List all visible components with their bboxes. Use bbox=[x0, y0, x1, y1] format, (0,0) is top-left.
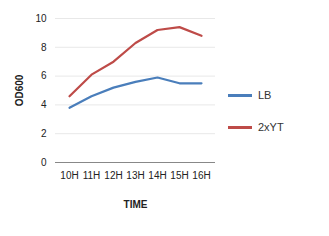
svg-text:2: 2 bbox=[41, 128, 47, 139]
svg-text:8: 8 bbox=[41, 42, 47, 53]
svg-text:TIME: TIME bbox=[124, 199, 148, 210]
svg-text:15H: 15H bbox=[170, 170, 188, 181]
svg-text:12H: 12H bbox=[104, 170, 122, 181]
svg-text:4: 4 bbox=[41, 99, 47, 110]
svg-text:14H: 14H bbox=[148, 170, 166, 181]
svg-text:13H: 13H bbox=[126, 170, 144, 181]
svg-text:0: 0 bbox=[41, 157, 47, 168]
html-text:2xYT: 2xYT bbox=[258, 121, 284, 133]
html-text:LB: LB bbox=[258, 89, 272, 101]
svg-text:OD600: OD600 bbox=[14, 74, 25, 106]
svg-text:6: 6 bbox=[41, 70, 47, 81]
svg-text:10: 10 bbox=[35, 13, 47, 24]
svg-text:11H: 11H bbox=[83, 170, 101, 181]
svg-text:16H: 16H bbox=[192, 170, 210, 181]
svg-text:10H: 10H bbox=[60, 170, 78, 181]
